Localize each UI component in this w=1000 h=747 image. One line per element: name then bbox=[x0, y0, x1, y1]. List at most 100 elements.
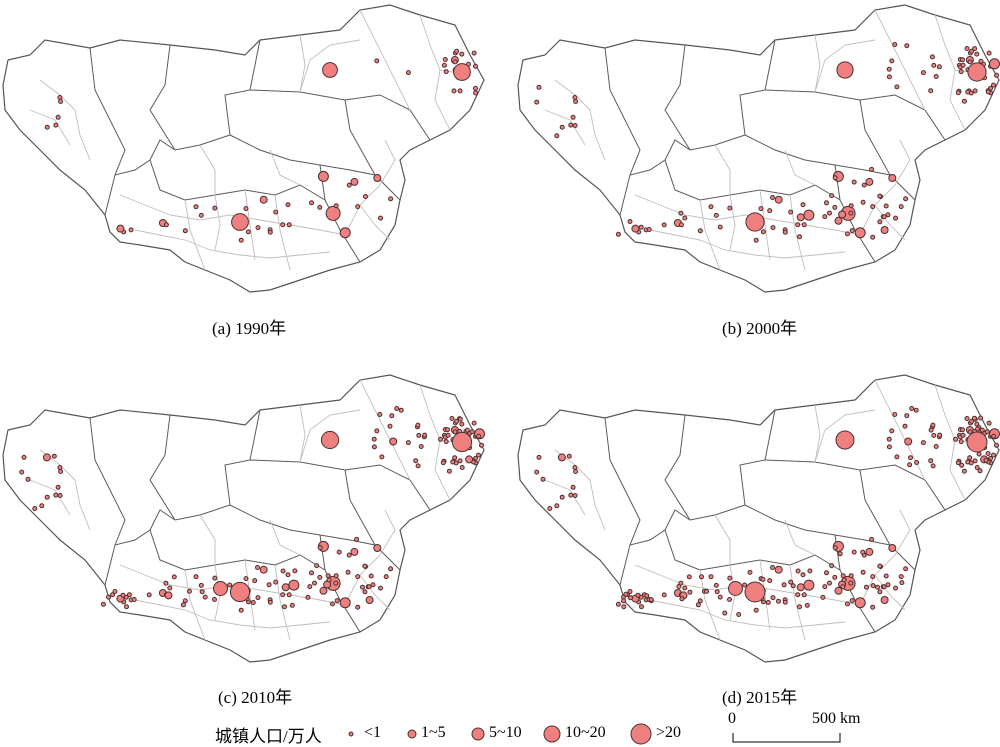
town-marker bbox=[795, 222, 801, 228]
town-marker bbox=[615, 601, 621, 607]
town-marker bbox=[366, 584, 372, 590]
town-marker bbox=[967, 429, 973, 435]
town-marker bbox=[557, 453, 566, 462]
town-marker bbox=[937, 432, 943, 438]
town-marker bbox=[355, 574, 361, 580]
town-marker bbox=[978, 415, 984, 421]
town-marker bbox=[904, 413, 910, 419]
town-marker bbox=[986, 50, 992, 56]
town-marker bbox=[266, 582, 272, 588]
town-marker bbox=[106, 594, 111, 600]
town-marker bbox=[180, 602, 186, 608]
town-marker bbox=[976, 451, 982, 457]
town-marker bbox=[699, 574, 704, 580]
town-marker bbox=[877, 219, 883, 225]
town-marker bbox=[572, 95, 578, 100]
town-marker bbox=[457, 416, 463, 422]
town-marker bbox=[928, 458, 934, 464]
town-marker bbox=[985, 89, 991, 95]
town-marker bbox=[55, 484, 61, 490]
town-marker bbox=[767, 208, 773, 214]
plateau-base-map bbox=[517, 4, 1000, 293]
town-marker bbox=[727, 575, 733, 581]
town-marker bbox=[628, 595, 633, 601]
town-marker bbox=[893, 585, 898, 591]
town-marker bbox=[886, 74, 892, 80]
town-marker bbox=[282, 604, 287, 610]
town-marker bbox=[452, 429, 458, 435]
town-marker bbox=[473, 63, 478, 69]
town-marker bbox=[767, 578, 773, 584]
town-marker bbox=[280, 222, 286, 228]
town-marker bbox=[960, 62, 966, 68]
town-marker bbox=[449, 416, 455, 421]
town-marker bbox=[865, 177, 874, 186]
town-marker bbox=[870, 204, 876, 210]
town-marker bbox=[958, 439, 964, 445]
town-marker bbox=[804, 602, 810, 608]
town-marker bbox=[869, 166, 875, 172]
town-marker bbox=[416, 432, 422, 438]
town-marker bbox=[350, 177, 359, 186]
major-city-marker bbox=[320, 430, 340, 450]
town-marker bbox=[909, 406, 915, 411]
town-marker bbox=[933, 444, 939, 449]
town-marker bbox=[398, 407, 404, 413]
town-marker bbox=[21, 454, 27, 460]
town-marker bbox=[443, 69, 449, 75]
town-marker bbox=[476, 452, 481, 458]
town-marker bbox=[171, 574, 177, 580]
town-marker bbox=[955, 460, 961, 466]
town-marker bbox=[902, 423, 908, 429]
town-marker bbox=[914, 460, 920, 465]
town-marker bbox=[305, 594, 311, 600]
town-marker bbox=[953, 436, 958, 442]
town-marker bbox=[875, 584, 880, 590]
map-panel-1990 bbox=[2, 4, 485, 293]
town-marker bbox=[413, 458, 419, 464]
town-marker bbox=[958, 69, 964, 75]
town-marker bbox=[904, 43, 910, 49]
town-marker bbox=[345, 569, 351, 575]
town-marker bbox=[889, 58, 895, 64]
town-marker bbox=[202, 594, 208, 600]
town-marker bbox=[851, 549, 857, 555]
town-marker bbox=[255, 565, 260, 570]
town-marker bbox=[53, 122, 59, 128]
town-marker bbox=[770, 595, 776, 601]
town-marker bbox=[753, 607, 759, 613]
town-marker bbox=[116, 224, 125, 233]
town-marker bbox=[886, 66, 892, 72]
town-marker bbox=[405, 70, 411, 76]
town-marker bbox=[978, 58, 984, 64]
town-marker bbox=[782, 229, 788, 235]
town-marker bbox=[964, 46, 970, 51]
town-marker bbox=[682, 215, 688, 221]
legend-label-class-4: 10~20 bbox=[565, 724, 606, 741]
town-marker bbox=[441, 62, 447, 68]
town-marker bbox=[801, 222, 807, 228]
town-marker bbox=[325, 205, 341, 221]
town-marker bbox=[885, 582, 891, 588]
town-marker bbox=[19, 469, 25, 475]
town-marker bbox=[163, 580, 169, 586]
town-marker bbox=[446, 468, 452, 474]
town-marker bbox=[697, 598, 703, 604]
town-marker bbox=[892, 42, 898, 47]
town-marker bbox=[713, 212, 719, 218]
town-marker bbox=[894, 84, 900, 90]
legend-symbol-class-2 bbox=[407, 729, 417, 739]
town-marker bbox=[975, 426, 980, 432]
town-marker bbox=[860, 199, 866, 205]
town-marker bbox=[854, 227, 866, 239]
town-marker bbox=[198, 212, 204, 218]
town-marker bbox=[849, 598, 855, 604]
town-marker bbox=[972, 46, 978, 52]
town-marker bbox=[770, 565, 775, 570]
town-marker bbox=[801, 592, 807, 598]
town-marker bbox=[452, 455, 458, 461]
town-marker bbox=[955, 90, 961, 96]
town-marker bbox=[898, 204, 904, 210]
town-marker bbox=[678, 210, 684, 216]
town-marker bbox=[827, 210, 832, 216]
